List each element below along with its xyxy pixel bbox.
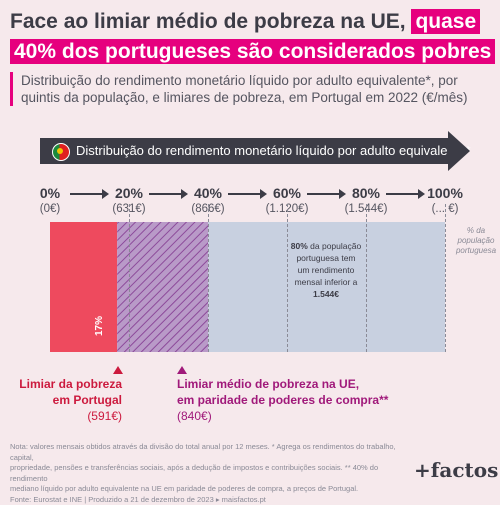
- quintile-label-0: 0%(0€): [15, 184, 85, 216]
- title-line-2: 40% dos portugueses são considerados pob…: [10, 38, 496, 65]
- flag-emblem: [57, 148, 63, 154]
- distribution-arrow: Distribuição do rendimento monetário líq…: [40, 138, 448, 164]
- title-part-1: Face ao limiar médio de pobreza na UE,: [10, 10, 406, 33]
- annotation-bold-1: 80%: [291, 241, 308, 251]
- segment-below-portugal-threshold: [50, 222, 117, 352]
- title-block: Face ao limiar médio de pobreza na UE, q…: [10, 8, 496, 65]
- portugal-threshold-value: (591€): [10, 408, 122, 424]
- footnote-line-3: mediano líquido por adulto equivalente n…: [10, 484, 408, 495]
- footnote: Nota: valores mensais obtidos através da…: [10, 442, 408, 505]
- quintile-divider-40: [208, 204, 210, 352]
- distribution-arrow-head: [448, 131, 470, 171]
- factos-logo: +factos: [414, 458, 498, 482]
- title-line-1: Face ao limiar médio de pobreza na UE, q…: [10, 8, 496, 35]
- portugal-threshold-marker: [113, 366, 123, 374]
- portugal-percent-label: 17%: [94, 316, 105, 336]
- distribution-arrow-label: Distribuição do rendimento monetário líq…: [76, 138, 471, 164]
- income-distribution-bar: [50, 222, 500, 352]
- quintile-divider-80: [366, 204, 368, 352]
- side-note: % da população portuguesa: [448, 226, 500, 256]
- quintile-divider-20: [129, 204, 131, 352]
- eu-threshold-line-1: Limiar médio de pobreza na UE,: [177, 376, 437, 392]
- quintile-arrow: [70, 193, 107, 195]
- quintile-divider-60: [287, 204, 289, 352]
- portugal-threshold-line-1: Limiar da pobreza: [10, 376, 122, 392]
- quintile-arrow: [386, 193, 423, 195]
- portugal-threshold-line-2: em Portugal: [10, 392, 122, 408]
- eu-threshold-marker: [177, 366, 187, 374]
- eu-threshold-value: (840€): [177, 408, 437, 424]
- quintile-income: (0€): [15, 202, 85, 216]
- quintile-80-annotation: 80% da população portuguesa tem um rendi…: [290, 240, 362, 300]
- footnote-line-1: Nota: valores mensais obtidos através da…: [10, 442, 408, 463]
- portugal-flag-icon: [52, 143, 70, 161]
- quintile-arrow: [149, 193, 186, 195]
- annotation-bold-2: 1.544€: [313, 289, 339, 299]
- subtitle: Distribuição do rendimento monetário líq…: [10, 72, 499, 106]
- eu-threshold-line-2: em paridade de poderes de compra**: [177, 392, 437, 408]
- quintile-divider-100: [445, 204, 447, 352]
- quintile-arrow: [228, 193, 265, 195]
- title-highlight-2: 40% dos portugueses são considerados pob…: [10, 39, 495, 64]
- portugal-threshold-label: Limiar da pobreza em Portugal (591€): [10, 376, 122, 424]
- footnote-line-2: propriedade, pensões e transferências so…: [10, 463, 408, 484]
- title-highlight-1: quase: [411, 9, 480, 34]
- eu-threshold-label: Limiar médio de pobreza na UE, em parida…: [177, 376, 437, 424]
- quintile-arrow: [307, 193, 344, 195]
